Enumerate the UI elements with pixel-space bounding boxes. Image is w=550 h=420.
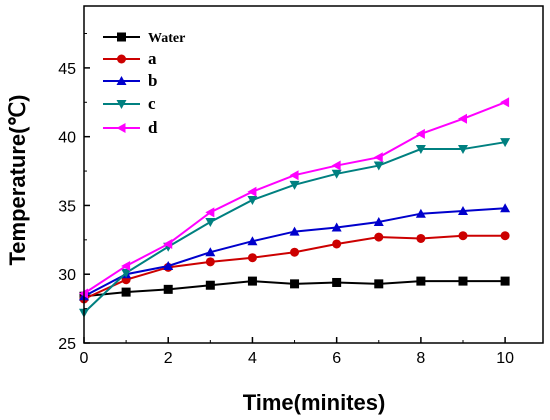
data-point-d [205, 207, 215, 218]
y-tick-label: 30 [58, 267, 76, 284]
x-tick-label: 0 [80, 350, 89, 367]
x-tick-label: 10 [496, 350, 514, 367]
y-axis-title: Temperature(℃) [5, 95, 30, 266]
series-b [79, 203, 511, 301]
series-water [79, 276, 510, 301]
data-point-b [500, 203, 511, 213]
x-tick-label: 2 [164, 350, 173, 367]
data-point-water [247, 276, 257, 286]
data-point-d [373, 152, 383, 163]
series-a [79, 231, 510, 304]
data-point-d [163, 238, 173, 249]
data-point-water [500, 276, 510, 286]
data-point-d [331, 160, 341, 171]
data-point-d [457, 113, 467, 124]
legend-label-c: c [148, 94, 156, 113]
data-point-a [416, 233, 426, 243]
data-point-a [290, 247, 300, 257]
data-point-c [331, 169, 342, 179]
legend-marker [116, 100, 127, 109]
data-point-b [415, 208, 426, 218]
data-point-water [163, 284, 173, 294]
data-point-water [121, 287, 131, 297]
y-tick-label: 25 [58, 336, 76, 353]
series-line-a [83, 234, 506, 300]
legend-label-d: d [148, 118, 158, 137]
data-point-water [205, 280, 215, 290]
data-point-d [289, 170, 299, 181]
x-tick-label: 4 [248, 350, 257, 367]
y-tick-label: 40 [58, 130, 76, 147]
legend-label-b: b [148, 71, 157, 90]
data-point-c [289, 180, 300, 190]
x-tick-label: 8 [416, 350, 425, 367]
data-point-c [205, 217, 216, 227]
data-point-b [331, 222, 342, 232]
legend-label-a: a [148, 49, 157, 68]
legend-item-d: d [103, 118, 158, 137]
legend-marker [117, 54, 126, 64]
data-point-c [247, 195, 258, 205]
legend-item-b: b [103, 71, 157, 90]
x-tick-label: 6 [332, 350, 341, 367]
data-point-c [373, 161, 384, 171]
legend-marker [116, 123, 126, 133]
data-point-b [289, 226, 300, 236]
data-point-a [458, 231, 468, 241]
data-point-d [500, 97, 510, 108]
data-point-d [415, 128, 425, 139]
x-axis-title: Time(minites) [243, 390, 386, 415]
data-point-c [415, 145, 426, 155]
y-tick-label: 35 [58, 198, 76, 215]
data-point-b [205, 247, 216, 257]
legend-marker [117, 32, 126, 42]
legend-item-a: a [103, 49, 157, 68]
data-point-c [121, 268, 132, 278]
plot-frame [83, 5, 544, 344]
data-point-water [290, 279, 300, 289]
legend-item-c: c [103, 94, 156, 113]
data-point-b [163, 260, 174, 270]
legend-label-water: Water [148, 31, 185, 46]
data-point-b [247, 236, 258, 246]
data-point-water [416, 276, 426, 286]
data-point-water [332, 277, 342, 287]
data-point-c [457, 145, 468, 155]
data-point-d [247, 186, 257, 197]
data-point-d [121, 260, 131, 271]
legend-marker [116, 76, 127, 85]
data-point-b [457, 205, 468, 215]
data-point-a [500, 231, 510, 241]
data-point-water [374, 279, 384, 289]
legend-item-water: Water [103, 31, 185, 46]
data-point-a [332, 239, 342, 249]
data-point-a [374, 232, 384, 242]
y-tick-label: 45 [58, 61, 76, 78]
data-point-b [373, 216, 384, 226]
data-point-a [205, 257, 215, 267]
series-d [79, 97, 510, 299]
data-point-a [247, 253, 257, 263]
data-point-c [500, 138, 511, 148]
data-point-water [458, 276, 468, 286]
